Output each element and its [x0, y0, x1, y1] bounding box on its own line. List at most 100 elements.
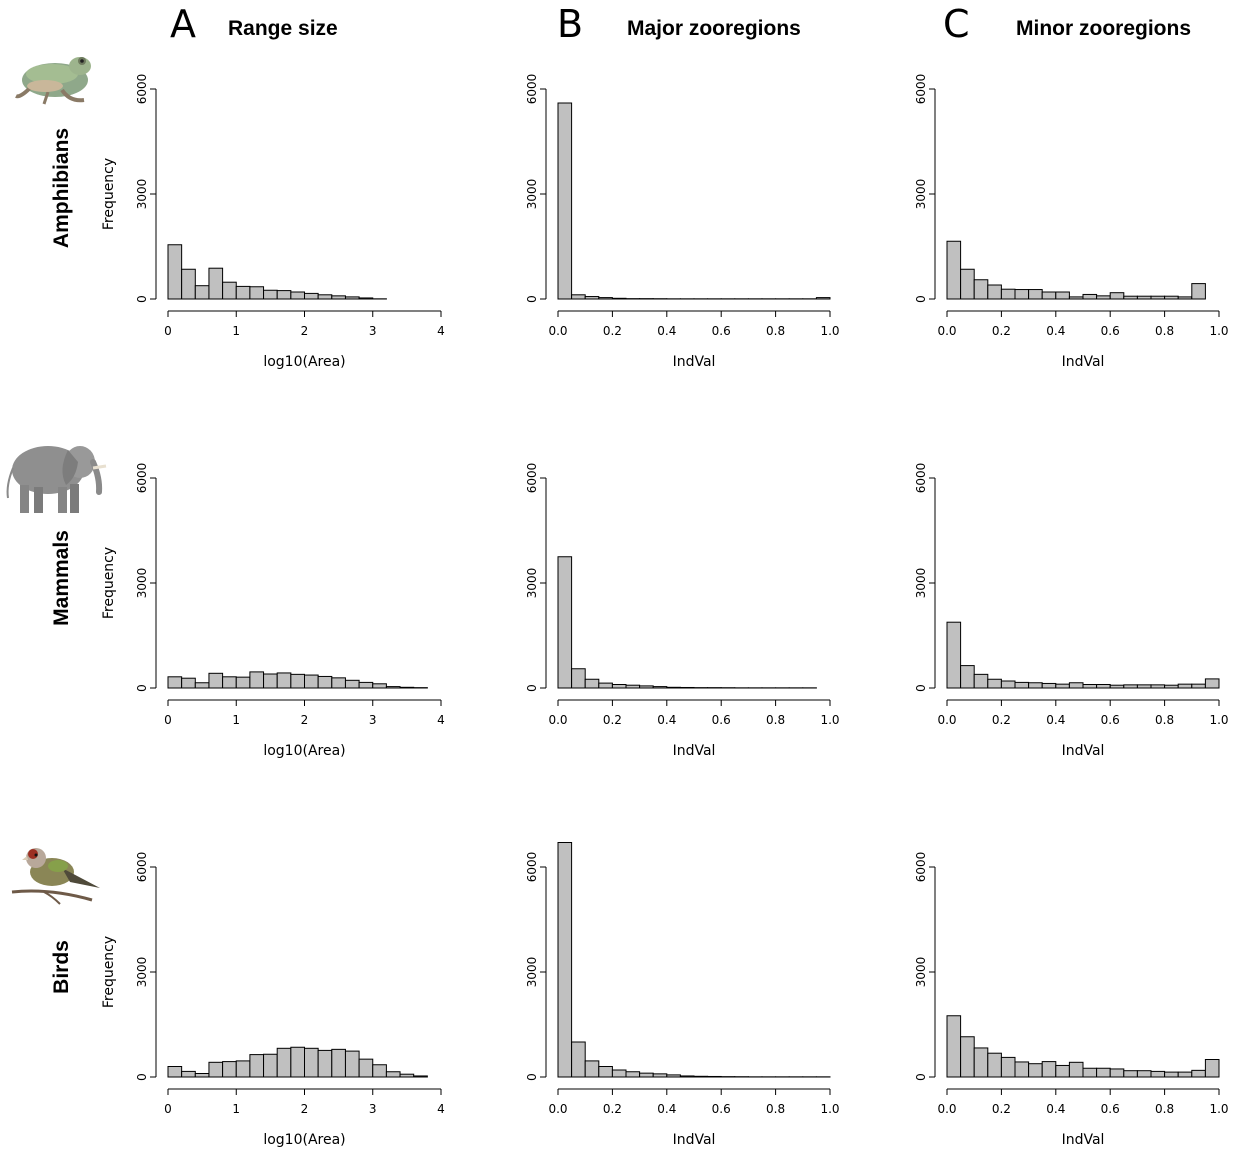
- histogram-panel-6: 0 1 2 3 4 log10(Area) 0 3000 6000 Frequency: [101, 852, 445, 1148]
- histogram-bar: [317, 294, 333, 300]
- histogram-bar: [639, 685, 654, 689]
- x-tick-label: 0.6: [1101, 324, 1120, 338]
- x-tick-label: 4: [437, 713, 445, 727]
- histogram-bar: [249, 671, 265, 689]
- bird-icon: [11, 848, 100, 905]
- y-tick-label: 0: [135, 1073, 149, 1081]
- y-tick-label: 6000: [135, 463, 149, 494]
- histogram-bar: [181, 677, 196, 689]
- y-tick-label: 6000: [914, 463, 928, 494]
- histogram-bar: [1109, 292, 1125, 300]
- x-axis-label: log10(Area): [263, 354, 345, 370]
- histogram-bar: [317, 675, 333, 689]
- histogram-bar: [1055, 291, 1070, 300]
- histogram-bar: [1096, 1067, 1111, 1078]
- x-tick-label: 1.0: [1209, 324, 1228, 338]
- histogram-bar: [1177, 296, 1193, 300]
- x-tick-label: 0.6: [712, 1102, 731, 1116]
- y-tick-label: 3000: [135, 957, 149, 988]
- x-tick-label: 0.4: [657, 1102, 676, 1116]
- row-label-mammals: Mammals: [50, 530, 73, 626]
- x-tick-label: 0.2: [603, 1102, 622, 1116]
- histogram-bar: [249, 286, 265, 300]
- x-tick-label: 1: [232, 1102, 240, 1116]
- histogram-bar: [235, 285, 251, 300]
- histogram-bar: [249, 1054, 265, 1078]
- histogram-bar: [679, 686, 695, 689]
- histogram-bar: [584, 678, 600, 689]
- y-axis-label: Frequency: [101, 158, 117, 230]
- histogram-bar: [1028, 1063, 1043, 1078]
- x-tick-label: 0.0: [548, 713, 567, 727]
- y-tick-label: 6000: [914, 74, 928, 105]
- histogram-bar: [625, 684, 641, 689]
- column-title-minor-zooregions: Minor zooregions: [1016, 17, 1191, 40]
- y-tick-label: 3000: [914, 179, 928, 210]
- x-tick-label: 0.8: [766, 1102, 785, 1116]
- histogram-bar: [344, 296, 360, 300]
- histogram-bar: [639, 1072, 654, 1078]
- y-tick-label: 3000: [135, 179, 149, 210]
- histogram-panel-0: 0 1 2 3 4 log10(Area) 0 3000 6000 Frequency: [101, 74, 445, 370]
- histogram-bar: [571, 294, 586, 300]
- histogram-bar: [557, 842, 573, 1078]
- x-tick-label: 0.2: [992, 713, 1011, 727]
- column-letter-a: A: [170, 2, 196, 46]
- x-tick-label: 0.4: [657, 713, 676, 727]
- histogram-bar: [625, 1071, 641, 1078]
- histogram-bar: [344, 679, 360, 689]
- row-label-amphibians: Amphibians: [50, 128, 73, 248]
- x-tick-label: 0: [164, 324, 172, 338]
- histogram-bar: [815, 297, 831, 300]
- histogram-bar: [167, 676, 183, 689]
- histogram-bar: [1191, 283, 1206, 300]
- histogram-bar: [399, 1073, 415, 1078]
- histogram-bar: [1082, 293, 1098, 300]
- histogram-bar: [208, 267, 224, 300]
- x-tick-label: 0.8: [1155, 713, 1174, 727]
- histogram-bar: [1028, 682, 1043, 689]
- histogram-bar: [1177, 1071, 1193, 1078]
- x-tick-label: 1: [232, 324, 240, 338]
- x-tick-label: 2: [301, 324, 309, 338]
- x-tick-label: 0.2: [992, 324, 1011, 338]
- y-axis-label: Frequency: [101, 547, 117, 619]
- histogram-bar: [1123, 1070, 1138, 1078]
- frog-icon: [15, 57, 91, 105]
- histogram-bar: [385, 686, 401, 689]
- histogram-bar: [1136, 1070, 1152, 1078]
- histogram-bar: [1000, 680, 1016, 689]
- y-tick-label: 3000: [525, 957, 539, 988]
- histogram-bar: [1123, 295, 1138, 300]
- histogram-bar: [611, 1069, 627, 1078]
- histogram-bar: [222, 676, 237, 689]
- histogram-bar: [1055, 683, 1070, 689]
- x-tick-label: 0.8: [1155, 324, 1174, 338]
- histogram-bar: [358, 297, 374, 300]
- x-tick-label: 0.8: [1155, 1102, 1174, 1116]
- x-tick-label: 0.2: [992, 1102, 1011, 1116]
- histogram-bar: [413, 1075, 428, 1078]
- histogram-bar: [611, 297, 627, 300]
- x-tick-label: 2: [301, 1102, 309, 1116]
- x-tick-label: 3: [369, 324, 377, 338]
- x-axis-label: log10(Area): [263, 743, 345, 759]
- histogram-bar: [358, 1058, 374, 1078]
- x-tick-label: 0: [164, 1102, 172, 1116]
- histogram-bar: [1164, 1071, 1179, 1078]
- x-tick-label: 4: [437, 1102, 445, 1116]
- histogram-bar: [208, 1061, 224, 1078]
- x-tick-label: 0.8: [766, 713, 785, 727]
- x-tick-label: 1.0: [1209, 1102, 1228, 1116]
- histogram-bar: [222, 1061, 237, 1078]
- x-tick-label: 0.4: [1046, 1102, 1065, 1116]
- histogram-bar: [973, 1047, 989, 1078]
- y-tick-label: 6000: [525, 463, 539, 494]
- histogram-bar: [1150, 684, 1166, 689]
- x-tick-label: 2: [301, 713, 309, 727]
- histogram-bar: [290, 673, 306, 689]
- histogram-bar: [611, 684, 627, 689]
- histogram-bar: [584, 1060, 600, 1078]
- x-tick-label: 0.2: [603, 713, 622, 727]
- y-tick-label: 3000: [914, 957, 928, 988]
